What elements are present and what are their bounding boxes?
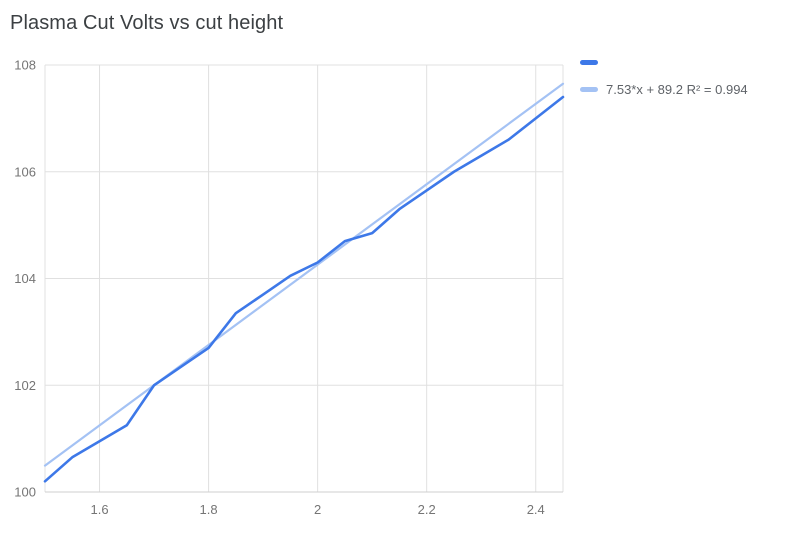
legend-item-series: [580, 58, 748, 66]
legend-item-trendline: 7.53*x + 89.2 R² = 0.994: [580, 82, 748, 97]
x-axis-tick-label: 2.2: [418, 502, 436, 517]
y-axis-tick-label: 100: [14, 485, 36, 500]
legend-trendline-label: 7.53*x + 89.2 R² = 0.994: [606, 82, 748, 97]
y-axis-tick-label: 104: [14, 271, 36, 286]
series-line: [43, 95, 565, 483]
x-axis-tick-label: 1.8: [200, 502, 218, 517]
x-axis-tick-label: 1.6: [90, 502, 108, 517]
y-axis-tick-label: 108: [14, 58, 36, 73]
y-axis-tick-label: 102: [14, 378, 36, 393]
trendline: [43, 82, 565, 467]
x-axis-tick-label: 2: [314, 502, 321, 517]
x-axis-tick-label: 2.4: [527, 502, 545, 517]
trendline-swatch-icon: [580, 87, 598, 92]
chart-legend: 7.53*x + 89.2 R² = 0.994: [580, 58, 748, 97]
chart-title: Plasma Cut Volts vs cut height: [10, 12, 284, 34]
y-axis-tick-label: 106: [14, 164, 36, 179]
series-swatch-icon: [580, 59, 598, 65]
